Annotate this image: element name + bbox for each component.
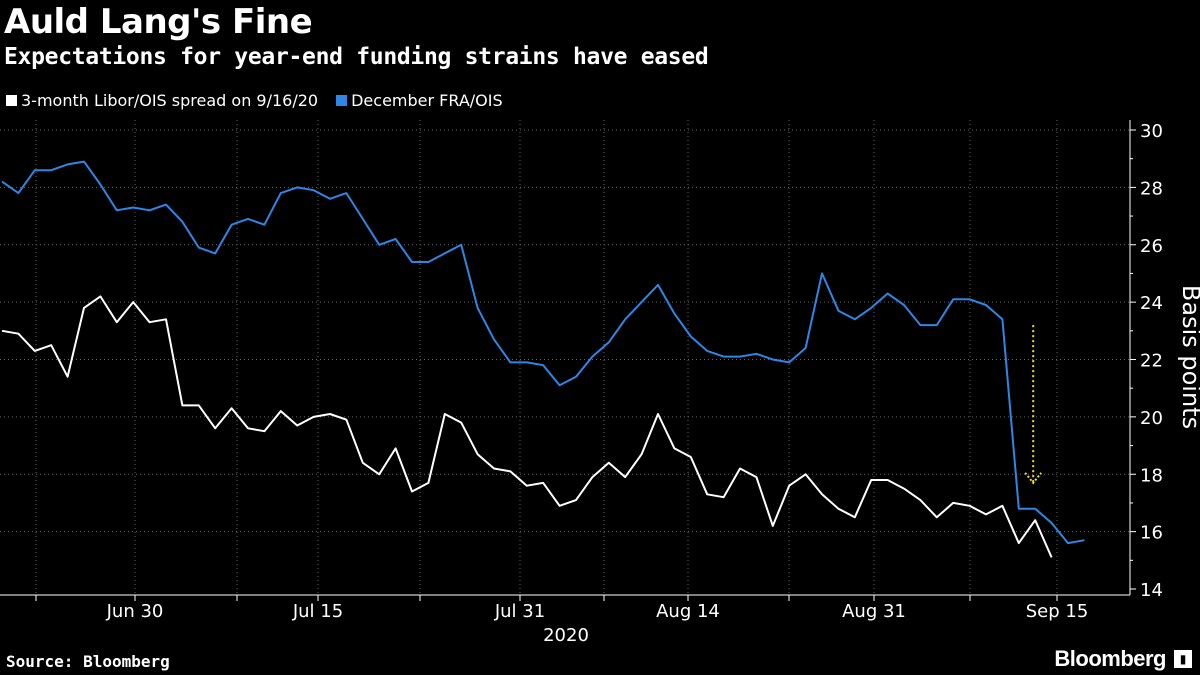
x-year-label: 2020 <box>543 625 589 646</box>
legend-label-libor: 3-month Libor/OIS spread on 9/16/20 <box>21 91 319 110</box>
y-tick-label: 20 <box>1140 408 1163 429</box>
source-note: Source: Bloomberg <box>6 652 170 671</box>
legend: 3-month Libor/OIS spread on 9/16/20 Dece… <box>6 91 503 110</box>
y-tick-label: 14 <box>1140 580 1163 601</box>
legend-item-fra: December FRA/OIS <box>336 91 503 110</box>
series-line-0 <box>1 295 1053 558</box>
x-tick-label: Aug 31 <box>842 601 906 622</box>
x-tick-label: Jun 30 <box>106 601 164 622</box>
chart-title: Auld Lang's Fine <box>4 2 313 42</box>
x-tick-label: Aug 14 <box>656 601 720 622</box>
legend-item-libor: 3-month Libor/OIS spread on 9/16/20 <box>6 91 318 110</box>
x-tick-label: Sep 15 <box>1026 601 1089 622</box>
y-tick-label: 18 <box>1140 465 1163 486</box>
bloomberg-terminal-icon: ▮ <box>1174 650 1192 668</box>
chart-subtitle: Expectations for year-end funding strain… <box>4 44 709 70</box>
y-tick-label: 26 <box>1140 236 1163 257</box>
series-line-1 <box>1 160 1085 545</box>
series-lines <box>1 160 1085 558</box>
grid-lines <box>0 120 1130 595</box>
y-tick-label: 28 <box>1140 178 1163 199</box>
y-tick-label: 22 <box>1140 351 1163 372</box>
y-tick-label: 30 <box>1140 121 1163 142</box>
y-tick-label: 24 <box>1140 293 1163 314</box>
annotation-arrow-head <box>1024 472 1042 485</box>
legend-label-fra: December FRA/OIS <box>351 91 503 110</box>
axes: 14 16 18 20 22 24 26 28 30 Jun 30 Jul 15 Jul 31 Aug … <box>0 120 1200 646</box>
legend-swatch-libor <box>6 95 17 106</box>
y-axis-title: Basis points <box>1177 285 1200 429</box>
y-tick-label: 16 <box>1140 523 1163 544</box>
x-tick-label: Jul 15 <box>292 601 343 622</box>
brand-logo: Bloomberg <box>1054 646 1166 671</box>
legend-swatch-fra <box>336 95 348 106</box>
annotation-arrow <box>1024 325 1042 485</box>
x-tick-label: Jul 31 <box>494 601 545 622</box>
